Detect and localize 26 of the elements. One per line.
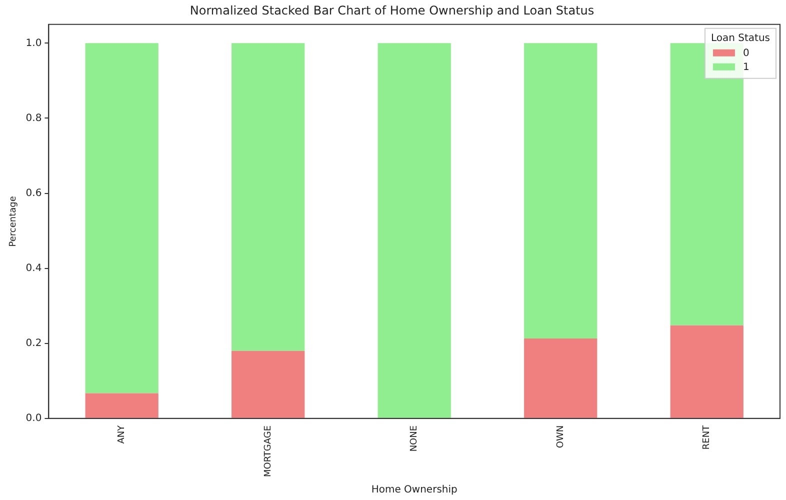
y-tick-label: 0.8	[26, 112, 42, 124]
legend-title: Loan Status	[710, 32, 770, 44]
y-axis-title: Percentage	[8, 196, 19, 247]
x-tick-label: RENT	[702, 424, 712, 450]
y-tick-label: 0.2	[26, 338, 42, 349]
y-tick-label: 0.6	[26, 188, 42, 199]
bar	[524, 338, 598, 418]
bar	[85, 43, 158, 394]
x-tick-label: MORTGAGE	[263, 425, 274, 478]
bar	[232, 43, 305, 351]
bar	[232, 350, 305, 418]
legend-label: 1	[742, 62, 750, 73]
bar	[670, 325, 744, 418]
legend-label: 0	[742, 48, 750, 59]
bar	[670, 43, 744, 326]
x-axis-title: Home Ownership	[371, 484, 458, 496]
chart-title: Normalized Stacked Bar Chart of Home Ownership and Loan Status	[190, 3, 594, 18]
bar	[524, 43, 598, 338]
y-tick-label: 0.0	[26, 413, 42, 424]
y-tick-label: 1.0	[26, 38, 42, 49]
bar	[378, 43, 451, 418]
x-tick-label: NONE	[410, 425, 420, 452]
y-tick-label: 0.4	[26, 262, 42, 274]
x-tick-label: OWN	[556, 425, 566, 448]
bar	[85, 393, 158, 418]
x-tick-label: ANY	[117, 424, 128, 444]
